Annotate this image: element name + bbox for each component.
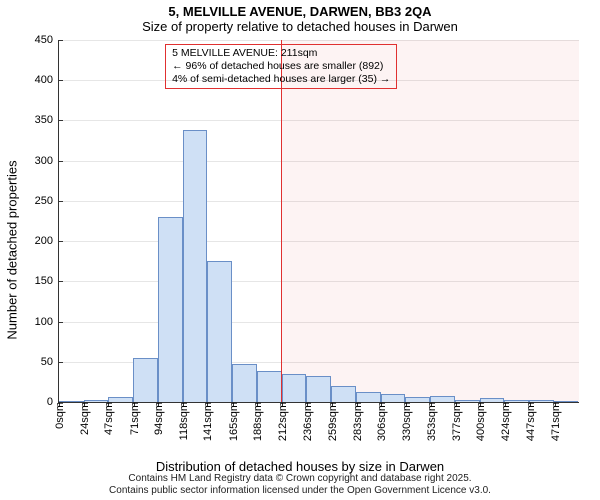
y-axis-label: Number of detached properties	[5, 160, 20, 339]
annotation-line-2: ← 96% of detached houses are smaller (89…	[172, 60, 390, 73]
y-tick-label: 350	[35, 114, 59, 126]
x-tick-label: 0sqm	[52, 402, 66, 429]
plot-area: 0501001502002503003504004500sqm24sqm47sq…	[58, 40, 579, 403]
annotation-line-3: 4% of semi-detached houses are larger (3…	[172, 73, 390, 86]
x-tick-label: 188sqm	[250, 402, 264, 441]
caption-line-2: Contains public sector information licen…	[109, 485, 491, 496]
y-tick-label: 400	[35, 74, 59, 86]
y-tick-label: 300	[35, 155, 59, 167]
histogram-bar	[306, 376, 331, 402]
x-tick-label: 165sqm	[226, 402, 240, 441]
x-tick-label: 377sqm	[449, 402, 463, 441]
x-tick-label: 141sqm	[200, 402, 214, 441]
x-tick-label: 471sqm	[548, 402, 562, 441]
x-tick-label: 283sqm	[350, 402, 364, 441]
attribution-caption: Contains HM Land Registry data © Crown c…	[109, 473, 491, 496]
y-tick-label: 450	[35, 34, 59, 46]
x-tick-label: 400sqm	[473, 402, 487, 441]
x-tick-label: 94sqm	[151, 402, 165, 435]
chart-container: 5, MELVILLE AVENUE, DARWEN, BB3 2QA Size…	[0, 0, 600, 500]
histogram-bar	[257, 371, 282, 402]
histogram-bar	[381, 394, 406, 402]
x-tick-label: 47sqm	[101, 402, 115, 435]
x-tick-label: 236sqm	[300, 402, 314, 441]
y-tick-label: 150	[35, 275, 59, 287]
x-tick-label: 259sqm	[325, 402, 339, 441]
reference-shade	[281, 40, 579, 402]
reference-line	[281, 40, 282, 402]
x-tick-label: 212sqm	[275, 402, 289, 441]
chart-title: 5, MELVILLE AVENUE, DARWEN, BB3 2QA	[0, 0, 600, 19]
histogram-bar	[282, 374, 307, 402]
histogram-bar	[331, 386, 356, 402]
chart-subtitle: Size of property relative to detached ho…	[0, 19, 600, 36]
histogram-bar	[232, 364, 257, 402]
y-tick-label: 200	[35, 235, 59, 247]
x-tick-label: 353sqm	[424, 402, 438, 441]
x-tick-label: 24sqm	[77, 402, 91, 435]
caption-line-1: Contains HM Land Registry data © Crown c…	[128, 473, 471, 484]
annotation-line-1: 5 MELVILLE AVENUE: 211sqm	[172, 47, 390, 60]
histogram-bar	[133, 358, 158, 402]
x-tick-label: 424sqm	[498, 402, 512, 441]
x-tick-label: 330sqm	[399, 402, 413, 441]
annotation-box: 5 MELVILLE AVENUE: 211sqm← 96% of detach…	[165, 44, 397, 89]
y-tick-label: 50	[41, 356, 59, 368]
histogram-bar	[183, 130, 208, 402]
x-tick-label: 306sqm	[374, 402, 388, 441]
x-axis-label: Distribution of detached houses by size …	[156, 459, 444, 474]
x-tick-label: 71sqm	[127, 402, 141, 435]
y-tick-label: 250	[35, 195, 59, 207]
y-tick-label: 100	[35, 316, 59, 328]
histogram-bar	[356, 392, 381, 402]
histogram-bar	[207, 261, 232, 402]
x-tick-label: 118sqm	[176, 402, 190, 440]
x-tick-label: 447sqm	[523, 402, 537, 441]
histogram-bar	[158, 217, 183, 402]
